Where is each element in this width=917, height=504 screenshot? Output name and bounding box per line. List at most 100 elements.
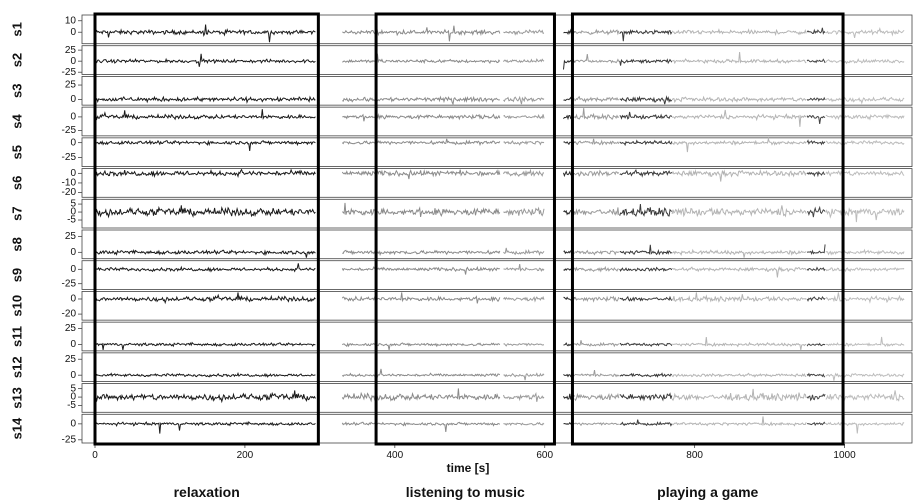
phase-box [93, 12, 320, 446]
signal-trace [574, 95, 619, 104]
phase-box [570, 12, 845, 446]
channel-panel-s4: s4 0 -25 [9, 106, 913, 137]
signal-trace [341, 265, 500, 275]
signal-trace [574, 392, 620, 402]
signal-trace [574, 340, 620, 348]
y-tick-label: -25 [62, 67, 77, 78]
signal-trace [574, 249, 620, 256]
channel-panel-s13: s13 50-5 [9, 383, 913, 413]
signal-trace [671, 95, 807, 104]
channel-label: s11 [9, 326, 24, 347]
signal-trace [94, 205, 316, 219]
signal-trace [825, 390, 905, 402]
signal-trace [671, 248, 807, 258]
signal-trace [806, 114, 826, 124]
signal-trace [806, 372, 826, 378]
signal-trace [619, 168, 673, 178]
y-tick-label: 0 [70, 294, 76, 305]
y-tick-label: 0 [70, 168, 76, 179]
signal-trace [94, 168, 316, 178]
signal-trace [94, 249, 316, 258]
y-tick-label: 0 [70, 56, 76, 67]
signal-trace [806, 342, 826, 347]
x-axis: 0 200 400 600 800 1000 [92, 444, 856, 461]
signal-trace [671, 266, 807, 278]
signal-trace [807, 205, 826, 218]
channel-label: s10 [9, 295, 24, 317]
signal-trace [672, 51, 807, 65]
y-tick-label: 0 [70, 418, 76, 429]
signal-trace [503, 95, 545, 105]
channel-label: s5 [9, 145, 24, 159]
signal-trace [619, 139, 673, 147]
signal-trace [94, 24, 316, 43]
signal-trace [825, 207, 905, 223]
x-tick-label: 200 [237, 450, 254, 461]
channel-label: s9 [9, 268, 24, 282]
y-tick-label: -25 [62, 152, 77, 163]
signal-trace [94, 341, 316, 350]
x-tick-label: 800 [686, 450, 703, 461]
signal-trace [342, 53, 501, 65]
signal-trace [619, 342, 673, 347]
y-tick-label: -25 [62, 125, 77, 136]
signal-trace [806, 296, 826, 302]
channel-panel-s8: s8 25 0 [9, 229, 913, 260]
signal-trace [341, 292, 501, 304]
signal-trace [574, 169, 620, 178]
signal-trace [825, 421, 905, 434]
signal-trace [341, 138, 501, 147]
signal-trace [342, 342, 501, 350]
phase-label: playing a game [657, 484, 758, 500]
channel-panel-s2: s2 250-25 [9, 45, 913, 78]
signal-trace [503, 168, 544, 178]
signal-trace [671, 292, 807, 303]
channel-panel-s9: s9 0 -25 [9, 260, 913, 290]
signal-trace [825, 58, 905, 65]
signal-trace [503, 296, 545, 303]
phase-label: relaxation [174, 484, 240, 500]
phase-box [374, 12, 556, 446]
signal-trace [806, 27, 826, 35]
signal-trace [574, 295, 620, 303]
y-tick-label: -25 [62, 278, 77, 289]
signal-trace [94, 390, 316, 404]
y-tick-label: 5 [70, 383, 76, 394]
y-tick-label: -20 [62, 187, 77, 198]
channel-label: s14 [9, 417, 24, 439]
signal-trace [671, 109, 807, 127]
panel-frame [81, 321, 913, 352]
signal-trace [503, 58, 545, 64]
signal-trace [671, 136, 807, 153]
channel-label: s3 [9, 84, 24, 98]
signal-trace [574, 54, 620, 64]
panel-frame [81, 352, 913, 382]
signal-trace [574, 108, 620, 121]
signal-trace [806, 266, 826, 272]
signal-trace [671, 205, 807, 218]
panel-frame [81, 229, 913, 260]
signal-trace [825, 139, 905, 146]
signal-trace [825, 372, 905, 381]
signal-trace [671, 388, 807, 402]
x-tick-label: 0 [92, 450, 98, 461]
phase-label: listening to music [406, 484, 525, 500]
signal-trace [341, 169, 501, 180]
y-tick-label: 0 [70, 247, 76, 258]
signal-trace [341, 388, 501, 403]
channel-panel-s3: s3 25 0 [9, 76, 913, 106]
signal-trace [574, 422, 619, 427]
channel-label: s4 [9, 114, 24, 129]
signal-trace [825, 26, 905, 39]
y-tick-label: 25 [65, 323, 77, 334]
panel-frame [81, 106, 913, 137]
signal-trace [619, 204, 673, 217]
signal-trace [825, 267, 905, 273]
signal-trace [94, 109, 316, 121]
signal-trace [574, 207, 620, 216]
signal-trace [503, 206, 545, 217]
y-tick-label: 0 [70, 27, 76, 38]
signal-trace [574, 370, 620, 378]
signal-trace [503, 391, 545, 402]
signal-trace [342, 25, 501, 42]
